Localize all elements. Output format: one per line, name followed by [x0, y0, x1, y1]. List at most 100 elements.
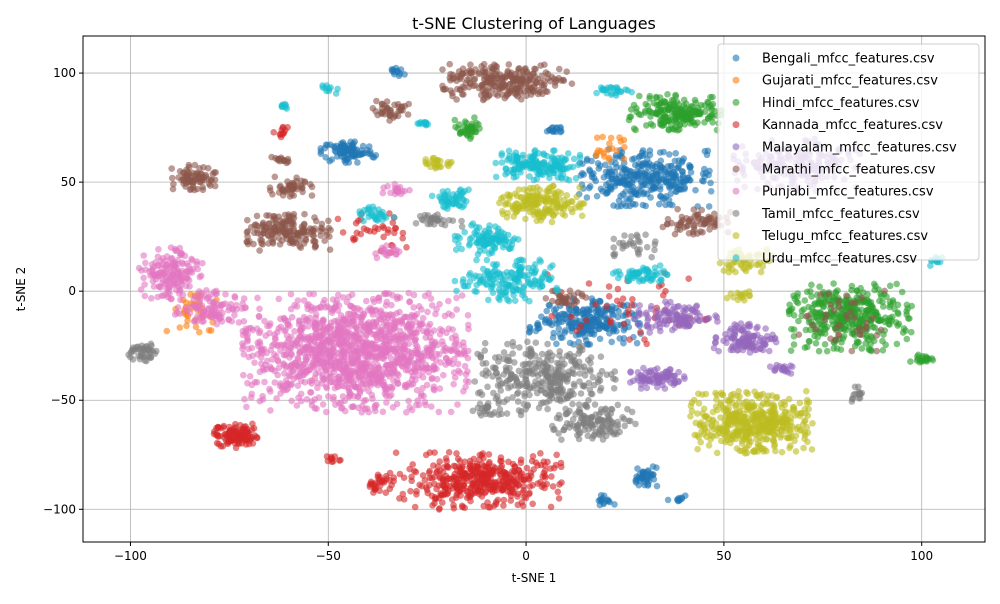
scatter-point	[424, 382, 431, 389]
scatter-point	[298, 370, 305, 377]
scatter-point	[251, 359, 258, 366]
scatter-point	[403, 244, 410, 251]
scatter-point	[440, 342, 447, 349]
scatter-point	[453, 96, 460, 103]
scatter-point	[558, 334, 565, 341]
scatter-point	[229, 318, 236, 325]
scatter-point	[604, 190, 611, 197]
scatter-point	[688, 169, 695, 176]
scatter-point	[402, 382, 409, 389]
scatter-point	[646, 95, 653, 102]
scatter-point	[281, 387, 288, 394]
scatter-point	[527, 324, 534, 331]
scatter-point	[192, 162, 199, 169]
scatter-point	[348, 153, 355, 160]
scatter-point	[604, 147, 611, 154]
scatter-point	[314, 385, 321, 392]
scatter-point	[634, 340, 641, 347]
scatter-point	[271, 341, 278, 348]
scatter-point	[304, 396, 311, 403]
scatter-point	[442, 491, 449, 498]
scatter-point	[290, 213, 297, 220]
scatter-point	[808, 282, 815, 289]
scatter-point	[865, 307, 872, 314]
scatter-point	[654, 365, 661, 372]
scatter-point	[395, 113, 402, 120]
scatter-point	[871, 324, 878, 331]
scatter-point	[341, 354, 348, 361]
scatter-point	[773, 365, 780, 372]
scatter-point	[486, 451, 493, 458]
scatter-point	[304, 350, 311, 357]
scatter-point	[611, 501, 618, 508]
scatter-point	[270, 129, 277, 136]
scatter-point	[193, 324, 200, 331]
scatter-point	[406, 358, 413, 365]
scatter-point	[323, 228, 330, 235]
scatter-point	[493, 499, 500, 506]
scatter-point	[376, 479, 383, 486]
scatter-point	[681, 184, 688, 191]
scatter-point	[559, 311, 566, 318]
scatter-point	[878, 327, 885, 334]
scatter-point	[425, 490, 432, 497]
scatter-point	[240, 372, 247, 379]
scatter-point	[644, 385, 651, 392]
scatter-point	[431, 327, 438, 334]
scatter-point	[418, 321, 425, 328]
scatter-point	[803, 313, 810, 320]
scatter-point	[197, 175, 204, 182]
scatter-point	[533, 459, 540, 466]
scatter-point	[165, 277, 172, 284]
scatter-point	[230, 306, 237, 313]
scatter-point	[393, 449, 400, 456]
scatter-point	[173, 275, 180, 282]
scatter-point	[529, 501, 536, 508]
scatter-point	[865, 337, 872, 344]
scatter-point	[836, 304, 843, 311]
scatter-point	[154, 294, 161, 301]
scatter-point	[402, 314, 409, 321]
scatter-point	[246, 441, 253, 448]
scatter-point	[431, 449, 438, 456]
scatter-point	[254, 213, 261, 220]
scatter-point	[138, 267, 145, 274]
scatter-point	[498, 454, 505, 461]
scatter-point	[279, 187, 286, 194]
scatter-point	[289, 361, 296, 368]
scatter-point	[879, 299, 886, 306]
scatter-point	[254, 295, 261, 302]
scatter-point	[462, 384, 469, 391]
scatter-point	[449, 312, 456, 319]
scatter-point	[240, 332, 247, 339]
scatter-point	[373, 402, 380, 409]
scatter-point	[520, 489, 527, 496]
scatter-point	[501, 497, 508, 504]
scatter-point	[531, 81, 538, 88]
scatter-point	[394, 377, 401, 384]
scatter-point	[207, 292, 214, 299]
scatter-point	[466, 67, 473, 74]
scatter-point	[465, 493, 472, 500]
scatter-point	[848, 300, 855, 307]
scatter-point	[363, 331, 370, 338]
scatter-point	[656, 109, 663, 116]
scatter-point	[288, 352, 295, 359]
scatter-point	[272, 379, 279, 386]
scatter-point	[413, 350, 420, 357]
scatter-point	[291, 376, 298, 383]
scatter-point	[586, 307, 593, 314]
scatter-point	[540, 481, 547, 488]
scatter-point	[189, 269, 196, 276]
scatter-point	[426, 365, 433, 372]
scatter-point	[446, 61, 453, 68]
scatter-point	[589, 174, 596, 181]
scatter-point	[197, 298, 204, 305]
scatter-point	[863, 324, 870, 331]
scatter-point	[183, 274, 190, 281]
scatter-point	[645, 173, 652, 180]
scatter-point	[392, 225, 399, 232]
scatter-point	[241, 433, 248, 440]
scatter-point	[896, 321, 903, 328]
scatter-point	[844, 315, 851, 322]
